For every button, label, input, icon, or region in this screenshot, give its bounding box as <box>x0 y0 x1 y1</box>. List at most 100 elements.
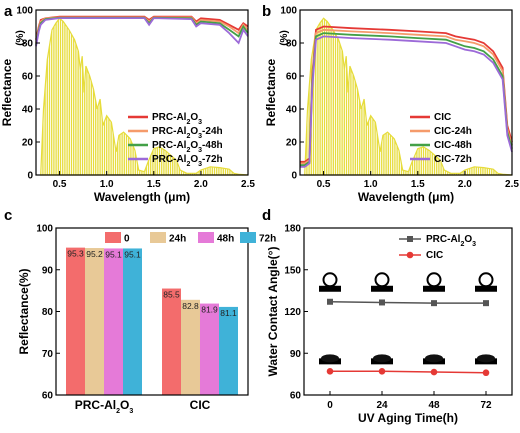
x-tick-label: 2.5 <box>241 179 255 190</box>
y-tick-label: 40 <box>22 105 34 116</box>
series-line-3 <box>300 35 513 168</box>
data-point <box>431 300 437 307</box>
y-tick-label: 60 <box>42 391 54 402</box>
bar-value-label: 95.3 <box>67 249 84 259</box>
data-point <box>326 368 334 375</box>
plot-frame <box>299 9 513 176</box>
y-axis-title: Reflectance(%) <box>17 268 31 354</box>
bar-value-label: 95.1 <box>105 249 122 259</box>
x-tick-label: 2.0 <box>194 179 208 190</box>
x-tick-label: 0 <box>327 400 333 411</box>
y-tick-label: 20 <box>22 138 34 149</box>
legend-marker <box>406 251 414 259</box>
substrate-icon <box>319 285 341 292</box>
x-axis-title: UV Aging Time(h) <box>358 411 458 425</box>
bar-value-label: 95.2 <box>86 249 103 259</box>
legend-label: PRC-Al2O3 <box>152 112 202 126</box>
y-tick-label: 90 <box>290 349 302 360</box>
legend-label: 72h <box>259 234 276 245</box>
bar <box>66 247 85 395</box>
panel-a-spectrum-chart: 0 20 40 60 80 100 0.5 1.0 1.5 2.0 2.5 Wavelength (μ… <box>0 6 255 205</box>
droplet-icon <box>374 272 390 288</box>
y-tick-label: 80 <box>286 39 298 50</box>
flat-droplet-icon <box>373 354 391 363</box>
plot-frame <box>35 9 249 176</box>
y-tick-label: 60 <box>290 391 302 402</box>
legend-label: 48h <box>217 234 234 245</box>
x-axis-title: Wavelength (μm) <box>358 190 454 204</box>
substrate-icon <box>423 285 445 292</box>
y-tick-label: 100 <box>16 6 33 17</box>
bar <box>104 248 123 395</box>
x-tick-label: 1.5 <box>147 179 161 190</box>
panel-label-a: a <box>4 3 13 20</box>
legend-label: CIC-24h <box>434 126 472 137</box>
bar-value-label: 95.1 <box>124 249 141 259</box>
y-tick-label: 100 <box>280 6 297 17</box>
data-point <box>379 299 385 306</box>
legend-label: CIC-72h <box>434 154 472 165</box>
bar <box>219 306 238 395</box>
bar-value-label: 81.1 <box>220 308 237 318</box>
x-tick-label: 0.5 <box>317 179 331 190</box>
y-axis-title: Reflectance <box>0 58 14 126</box>
y-axis-title: Reflectance <box>264 58 278 126</box>
y-tick-label: 40 <box>286 105 298 116</box>
y-tick-label: 60 <box>22 72 34 83</box>
legend-label: 0 <box>124 234 130 245</box>
x-tick-label: 48 <box>428 400 440 411</box>
y-tick-label: 20 <box>286 138 298 149</box>
data-point <box>378 368 386 375</box>
data-point <box>327 298 333 305</box>
bar-value-label: 85.5 <box>163 290 180 300</box>
panel-label-c: c <box>4 207 12 224</box>
solar-spectrum-outline <box>304 17 513 176</box>
droplet-icon <box>426 272 442 288</box>
data-point <box>430 368 438 376</box>
series-line-3 <box>35 17 249 47</box>
panel-d-contact-angle-chart: 60 90 120 150 180 0 24 48 72 UV Aging Time(h) Wate… <box>266 224 513 425</box>
y-tick-label: 0 <box>291 171 297 182</box>
x-tick-label: 2.5 <box>505 179 519 190</box>
legend-label: PRC-Al2O3-72h <box>152 154 223 168</box>
series-line-0 <box>300 25 513 163</box>
legend-label: PRC-Al2O3-48h <box>152 140 223 154</box>
y-tick-label: 90 <box>42 265 54 276</box>
panel-b-spectrum-chart: 0 20 40 60 80 100 0.5 1.0 1.5 2.0 2.5 Wavelength (μ… <box>264 6 519 205</box>
bar <box>200 303 219 395</box>
legend-swatch <box>240 232 256 243</box>
droplet-icon <box>478 272 494 288</box>
legend-label: 24h <box>169 234 186 245</box>
substrate-icon <box>371 285 393 292</box>
legend-label: CIC <box>434 112 451 123</box>
legend-swatch <box>105 232 121 243</box>
data-point <box>483 300 489 307</box>
x-tick-label: 1.0 <box>364 179 378 190</box>
y-tick-label: 0 <box>27 171 33 182</box>
bar <box>123 248 142 395</box>
legend-label: CIC <box>426 250 443 261</box>
x-category-label: PRC-Al2O3 <box>75 398 134 415</box>
flat-droplet-icon <box>425 354 443 363</box>
bar <box>85 248 104 395</box>
x-tick-label: 72 <box>480 400 492 411</box>
y-tick-label: 60 <box>286 72 298 83</box>
x-axis-title: Wavelength (μm) <box>94 190 190 204</box>
panel-label-d: d <box>262 207 271 224</box>
y-tick-label: 150 <box>284 265 301 276</box>
y-axis-unit: (%) <box>15 30 26 46</box>
legend-label: PRC-Al2O3-24h <box>152 126 223 140</box>
y-tick-label: 120 <box>284 307 301 318</box>
x-category-label: CIC <box>190 398 211 412</box>
x-tick-label: 1.5 <box>411 179 425 190</box>
data-point <box>482 369 490 377</box>
y-tick-label: 100 <box>36 224 53 235</box>
flat-droplet-icon <box>321 354 339 363</box>
series-line-0 <box>329 301 486 304</box>
y-tick-label: 80 <box>42 307 54 318</box>
solar-spectrum-outline <box>40 17 249 176</box>
droplet-icon <box>322 272 338 288</box>
legend-marker <box>407 236 413 242</box>
